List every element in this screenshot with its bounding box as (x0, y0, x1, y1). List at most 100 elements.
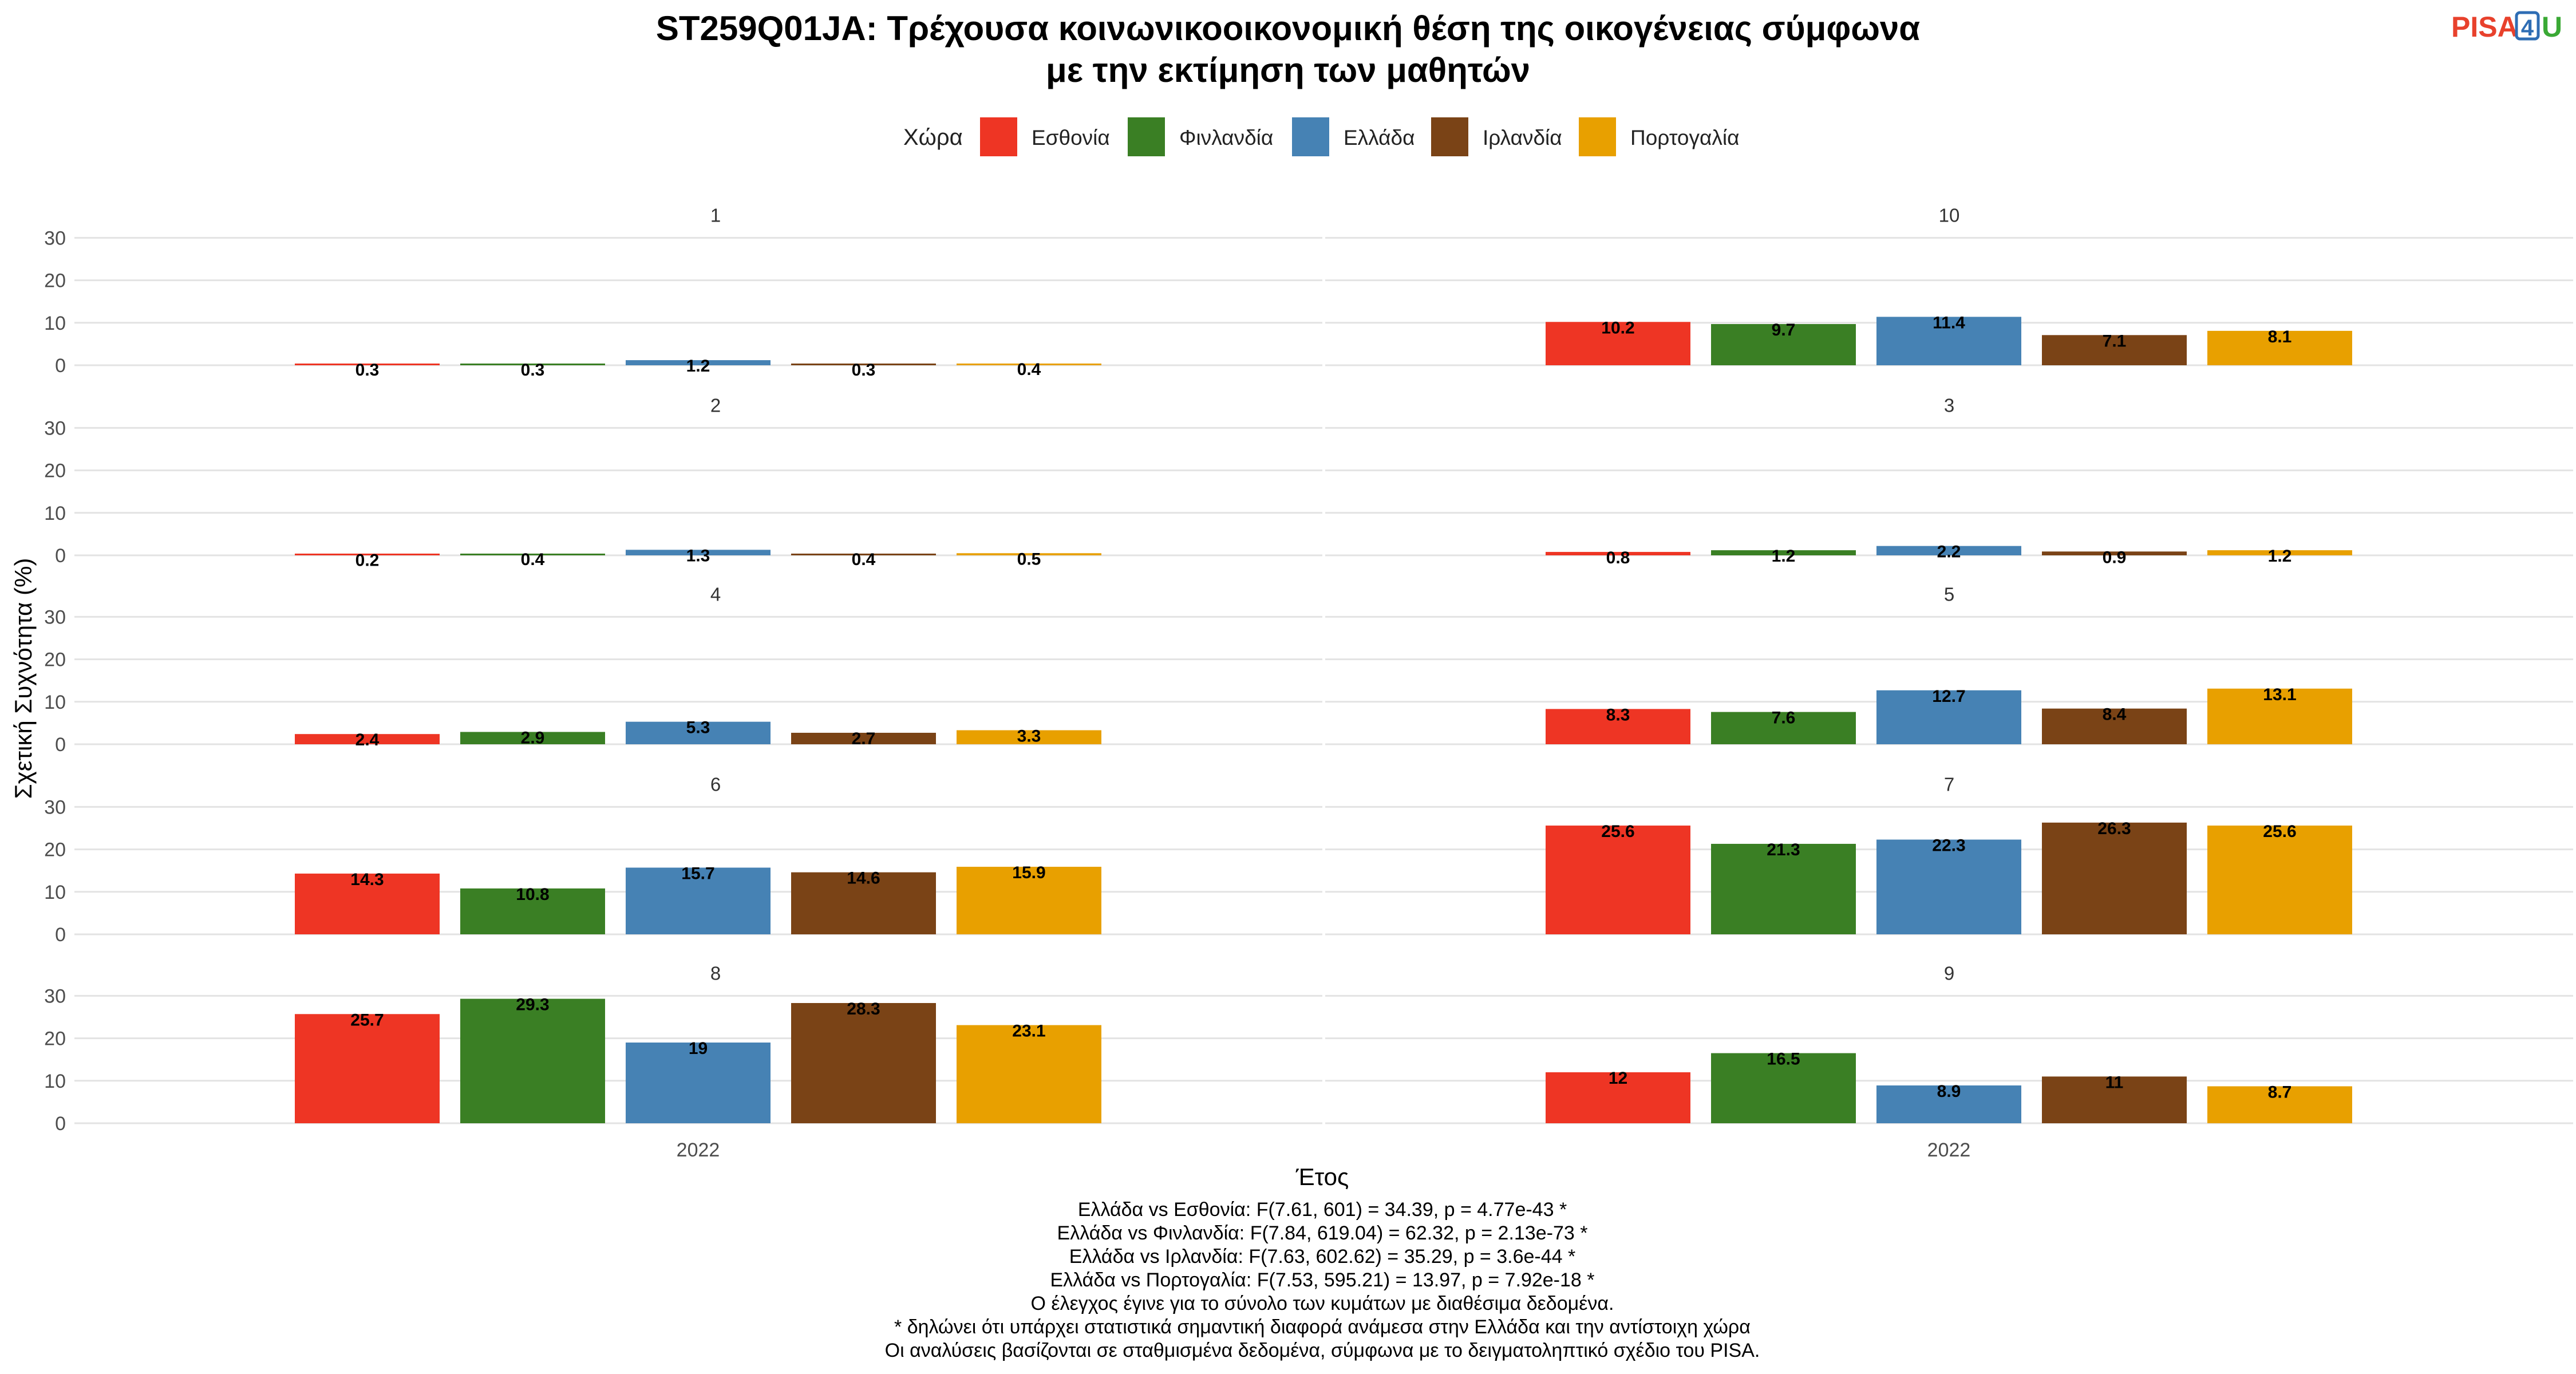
bar (1546, 322, 1690, 365)
legend: Χώρα Εσθονία Φινλανδία Ελλάδα Ιρλανδία Πορτο… (903, 117, 1740, 156)
bar-value-label: 0.3 (521, 361, 545, 380)
bar (626, 1043, 771, 1123)
pisa4u-logo: PISA 4 U (2451, 11, 2562, 43)
bar-value-label: 0.4 (1017, 360, 1041, 379)
caption-line: Ελλάδα vs Εσθονία: F(7.61, 601) = 34.39,… (1078, 1199, 1567, 1221)
bar-value-label: 0.9 (2103, 548, 2127, 567)
legend-label: Πορτογαλία (1630, 126, 1740, 149)
bar (460, 364, 605, 365)
y-tick-label: 20 (44, 460, 66, 482)
facet-strip-label: 4 (710, 583, 721, 605)
legend-label: Ιρλανδία (1483, 126, 1562, 149)
facet-panel: 8 0 10 20 30 25.7 29.3 19 28.3 23.1 2022 (44, 962, 1322, 1161)
bar-value-label: 0.3 (852, 361, 876, 380)
y-tick-label: 20 (44, 270, 66, 292)
bar (1546, 1072, 1690, 1123)
y-tick-label: 0 (55, 924, 66, 946)
y-tick-label: 10 (44, 882, 66, 903)
y-tick-label: 30 (44, 606, 66, 628)
bar (2207, 1086, 2352, 1123)
bar (2042, 335, 2187, 365)
chart-title-line-1: ST259Q01JA: Τρέχουσα κοινωνικοοικονομική… (656, 9, 1920, 48)
bar-value-label: 25.6 (1601, 822, 1634, 841)
bar (626, 360, 771, 365)
bar (1876, 546, 2021, 555)
bar-value-label: 2.9 (521, 728, 545, 747)
y-tick-label: 20 (44, 649, 66, 671)
y-axis-title: Σχετική Συχνότητα (%) (10, 558, 37, 799)
bar (295, 1014, 440, 1123)
bar-value-label: 8.9 (1937, 1082, 1961, 1101)
facet-strip-label: 1 (710, 204, 721, 226)
facet-panel: 4 0 10 20 30 2.4 2.9 5.3 2.7 3.3 (44, 583, 1322, 756)
bar-value-label: 0.5 (1017, 550, 1041, 568)
y-tick-label: 0 (55, 734, 66, 756)
bar-value-label: 12.7 (1932, 687, 1965, 706)
bar (2207, 550, 2352, 555)
bar-value-label: 25.6 (2263, 822, 2296, 841)
bar (460, 732, 605, 744)
bar (2042, 551, 2187, 555)
bar (460, 998, 605, 1123)
bar-value-label: 0.2 (355, 551, 380, 570)
bar (626, 721, 771, 744)
bar-value-label: 5.3 (686, 718, 710, 737)
bar-value-label: 14.6 (847, 869, 880, 888)
y-tick-label: 20 (44, 1028, 66, 1050)
x-tick-label: 2022 (677, 1139, 720, 1161)
bar (2042, 822, 2187, 934)
facet-panel: 6 0 10 20 30 14.3 10.8 15.7 14.6 15.9 (44, 773, 1322, 946)
bar (791, 872, 936, 934)
bar (1876, 1085, 2021, 1123)
bar (957, 553, 1101, 555)
bar-value-label: 11 (2105, 1073, 2124, 1092)
bar-value-label: 15.9 (1012, 863, 1045, 882)
y-tick-label: 30 (44, 227, 66, 249)
bar-value-label: 3.3 (1017, 727, 1041, 746)
y-tick-label: 30 (44, 985, 66, 1007)
bar (1711, 1053, 1856, 1123)
facet-strip-label: 2 (710, 394, 721, 416)
bar-value-label: 16.5 (1767, 1050, 1800, 1069)
caption-line: Οι αναλύσεις βασίζονται σε σταθμισμένα δ… (885, 1340, 1760, 1361)
bar-value-label: 1.2 (1772, 547, 1796, 566)
bar (460, 554, 605, 555)
logo-text: PISA (2451, 11, 2518, 43)
bar (791, 732, 936, 744)
bar-value-label: 28.3 (847, 1000, 880, 1018)
bar (2042, 1076, 2187, 1123)
facet-panel: 9 12 16.5 8.9 11 8.7 2022 (1325, 962, 2573, 1161)
bar (626, 867, 771, 934)
bar-value-label: 2.7 (852, 729, 876, 748)
legend-swatch (1292, 117, 1329, 156)
bar (1546, 709, 1690, 744)
bar-value-label: 13.1 (2263, 685, 2296, 704)
legend-swatch (980, 117, 1017, 156)
bar (460, 888, 605, 934)
facet-strip-label: 10 (1939, 204, 1960, 226)
facet-strip-label: 8 (710, 962, 721, 984)
bar (295, 734, 440, 744)
bar (626, 550, 771, 555)
bar-value-label: 14.3 (350, 870, 384, 889)
bar-value-label: 21.3 (1767, 840, 1800, 859)
legend-label: Ελλάδα (1344, 126, 1415, 149)
bar-value-label: 0.4 (852, 550, 876, 569)
caption-line: Ελλάδα vs Πορτογαλία: F(7.53, 595.21) = … (1050, 1269, 1595, 1291)
bar-value-label: 2.2 (1937, 543, 1961, 562)
bar (295, 554, 440, 555)
legend-swatch (1579, 117, 1616, 156)
caption-line: * δηλώνει ότι υπάρχει στατιστικά σημαντι… (894, 1316, 1751, 1338)
bar (957, 730, 1101, 744)
bar (1546, 552, 1690, 555)
y-tick-label: 10 (44, 503, 66, 524)
bar-value-label: 22.3 (1932, 836, 1965, 855)
bar-value-label: 0.8 (1606, 548, 1630, 567)
bar (1876, 839, 2021, 934)
bar (1876, 317, 2021, 365)
bar-value-label: 19 (689, 1039, 708, 1058)
bar (2207, 826, 2352, 934)
bar-value-label: 0.4 (521, 550, 545, 569)
